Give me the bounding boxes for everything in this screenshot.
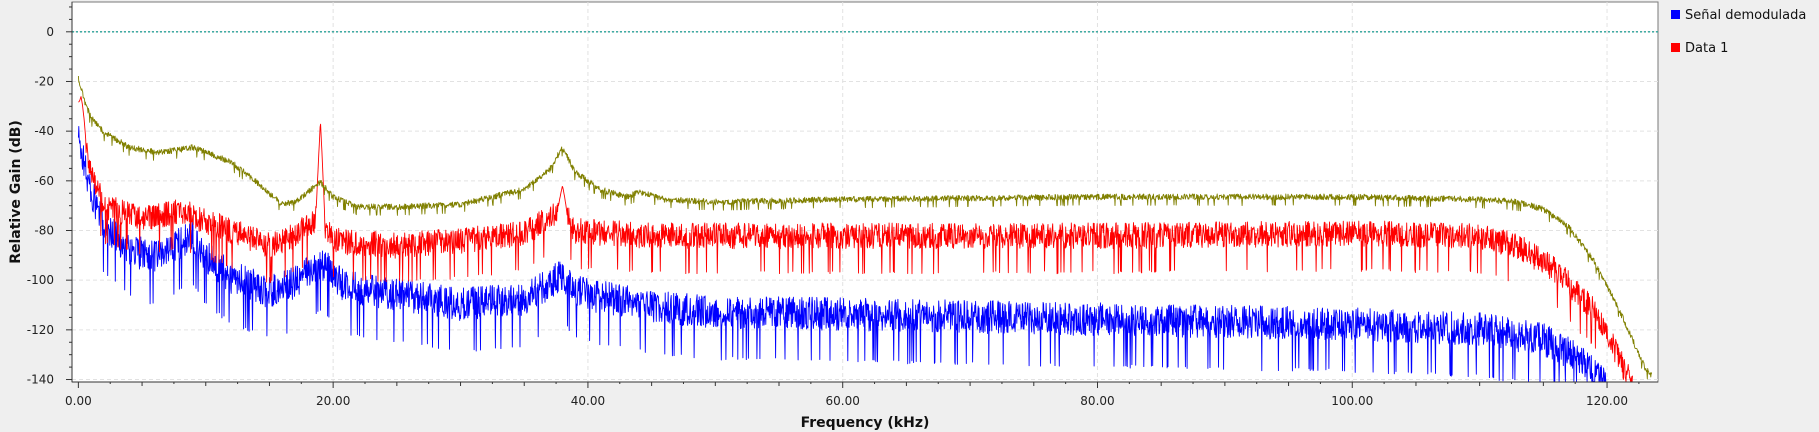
series-layer	[77, 75, 1653, 383]
x-axis-title: Frequency (kHz)	[801, 415, 930, 431]
y-tick-label: -140	[27, 373, 54, 387]
legend-swatch	[1671, 43, 1680, 52]
x-tick-label: 80.00	[1080, 394, 1114, 408]
legend-label: Data 1	[1685, 41, 1728, 56]
legend-swatch	[1671, 10, 1680, 19]
x-tick-label: 120.00	[1586, 394, 1628, 408]
y-tick-label: -40	[34, 124, 54, 138]
legend-label: Señal demodulada	[1685, 8, 1806, 23]
y-tick-label: -80	[34, 223, 54, 237]
y-tick-label: -60	[34, 174, 54, 188]
y-tick-label: -120	[27, 323, 54, 337]
x-tick-label: 100.00	[1331, 394, 1373, 408]
series-line-data-1	[78, 96, 1633, 383]
legend: Señal demodulada Data 1	[1671, 8, 1806, 56]
y-tick-label: -100	[27, 273, 54, 287]
x-tick-label: 0.00	[65, 394, 92, 408]
tick-labels: 0.00 20.00 40.00 60.00 80.00 100.00 120.00 0 -20…	[27, 25, 1628, 408]
x-tick-label: 20.00	[316, 394, 350, 408]
series-line-unnamed	[77, 75, 1653, 380]
y-tick-label: 0	[46, 25, 54, 39]
y-axis-title: Relative Gain (dB)	[8, 120, 24, 264]
x-tick-label: 60.00	[826, 394, 860, 408]
x-tick-label: 40.00	[571, 394, 605, 408]
axes	[66, 2, 1658, 388]
y-tick-label: -20	[34, 74, 54, 88]
